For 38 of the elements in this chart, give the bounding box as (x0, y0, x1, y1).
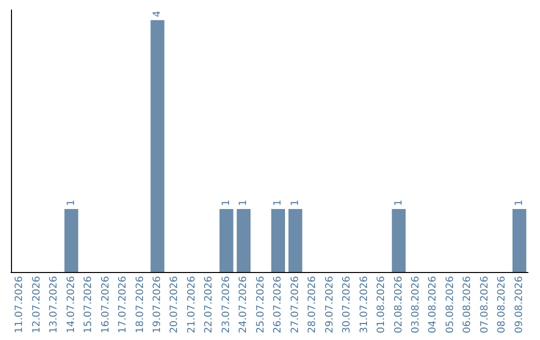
x-tick-label: 28.07.2026 (307, 276, 318, 334)
x-tick-label: 13.07.2026 (48, 276, 60, 334)
x-tick-label: 22.07.2026 (204, 276, 215, 334)
data-label: 1 (238, 200, 250, 206)
x-tick-label: 27.07.2026 (290, 276, 301, 334)
data-label: 1 (66, 200, 77, 206)
x-tick-label: 03.08.2026 (410, 276, 422, 334)
x-tick-label: 31.07.2026 (358, 276, 370, 334)
data-label: 1 (220, 200, 232, 206)
x-tick-label: 29.07.2026 (324, 276, 336, 334)
x-tick-label: 11.07.2026 (14, 276, 26, 334)
data-label: 4 (152, 10, 163, 18)
x-tick-label: 30.07.2026 (342, 276, 353, 334)
data-label: 1 (290, 200, 301, 206)
x-tick-label: 25.07.2026 (255, 276, 266, 334)
x-tick-label: 06.08.2026 (462, 276, 474, 334)
x-tick-label: 14.07.2026 (66, 276, 77, 334)
x-tick-label: 26.07.2026 (272, 276, 284, 334)
x-tick-label: 04.08.2026 (428, 276, 439, 334)
x-tick-label: 05.08.2026 (444, 276, 456, 334)
data-label: 1 (272, 200, 284, 206)
x-tick-label: 18.07.2026 (134, 276, 146, 334)
x-tick-label: 23.07.2026 (220, 276, 232, 334)
x-tick-label: 02.08.2026 (393, 276, 404, 334)
x-tick-label: 07.08.2026 (479, 276, 490, 334)
x-tick-label: 08.08.2026 (496, 276, 508, 334)
x-tick-label: 12.07.2026 (31, 276, 42, 334)
data-label: 1 (514, 200, 525, 206)
x-tick-label: 24.07.2026 (238, 276, 250, 334)
x-tick-label: 20.07.2026 (169, 276, 180, 334)
x-tick-label: 21.07.2026 (186, 276, 198, 334)
x-tick-label: 17.07.2026 (118, 276, 129, 334)
x-tick-label: 01.08.2026 (376, 276, 388, 334)
x-tick-label: 09.08.2026 (514, 276, 525, 334)
x-tick-label: 15.07.2026 (83, 276, 94, 334)
data-label: 1 (393, 200, 404, 206)
x-tick-label: 19.07.2026 (152, 276, 163, 334)
x-tick-label: 16.07.2026 (100, 276, 112, 334)
